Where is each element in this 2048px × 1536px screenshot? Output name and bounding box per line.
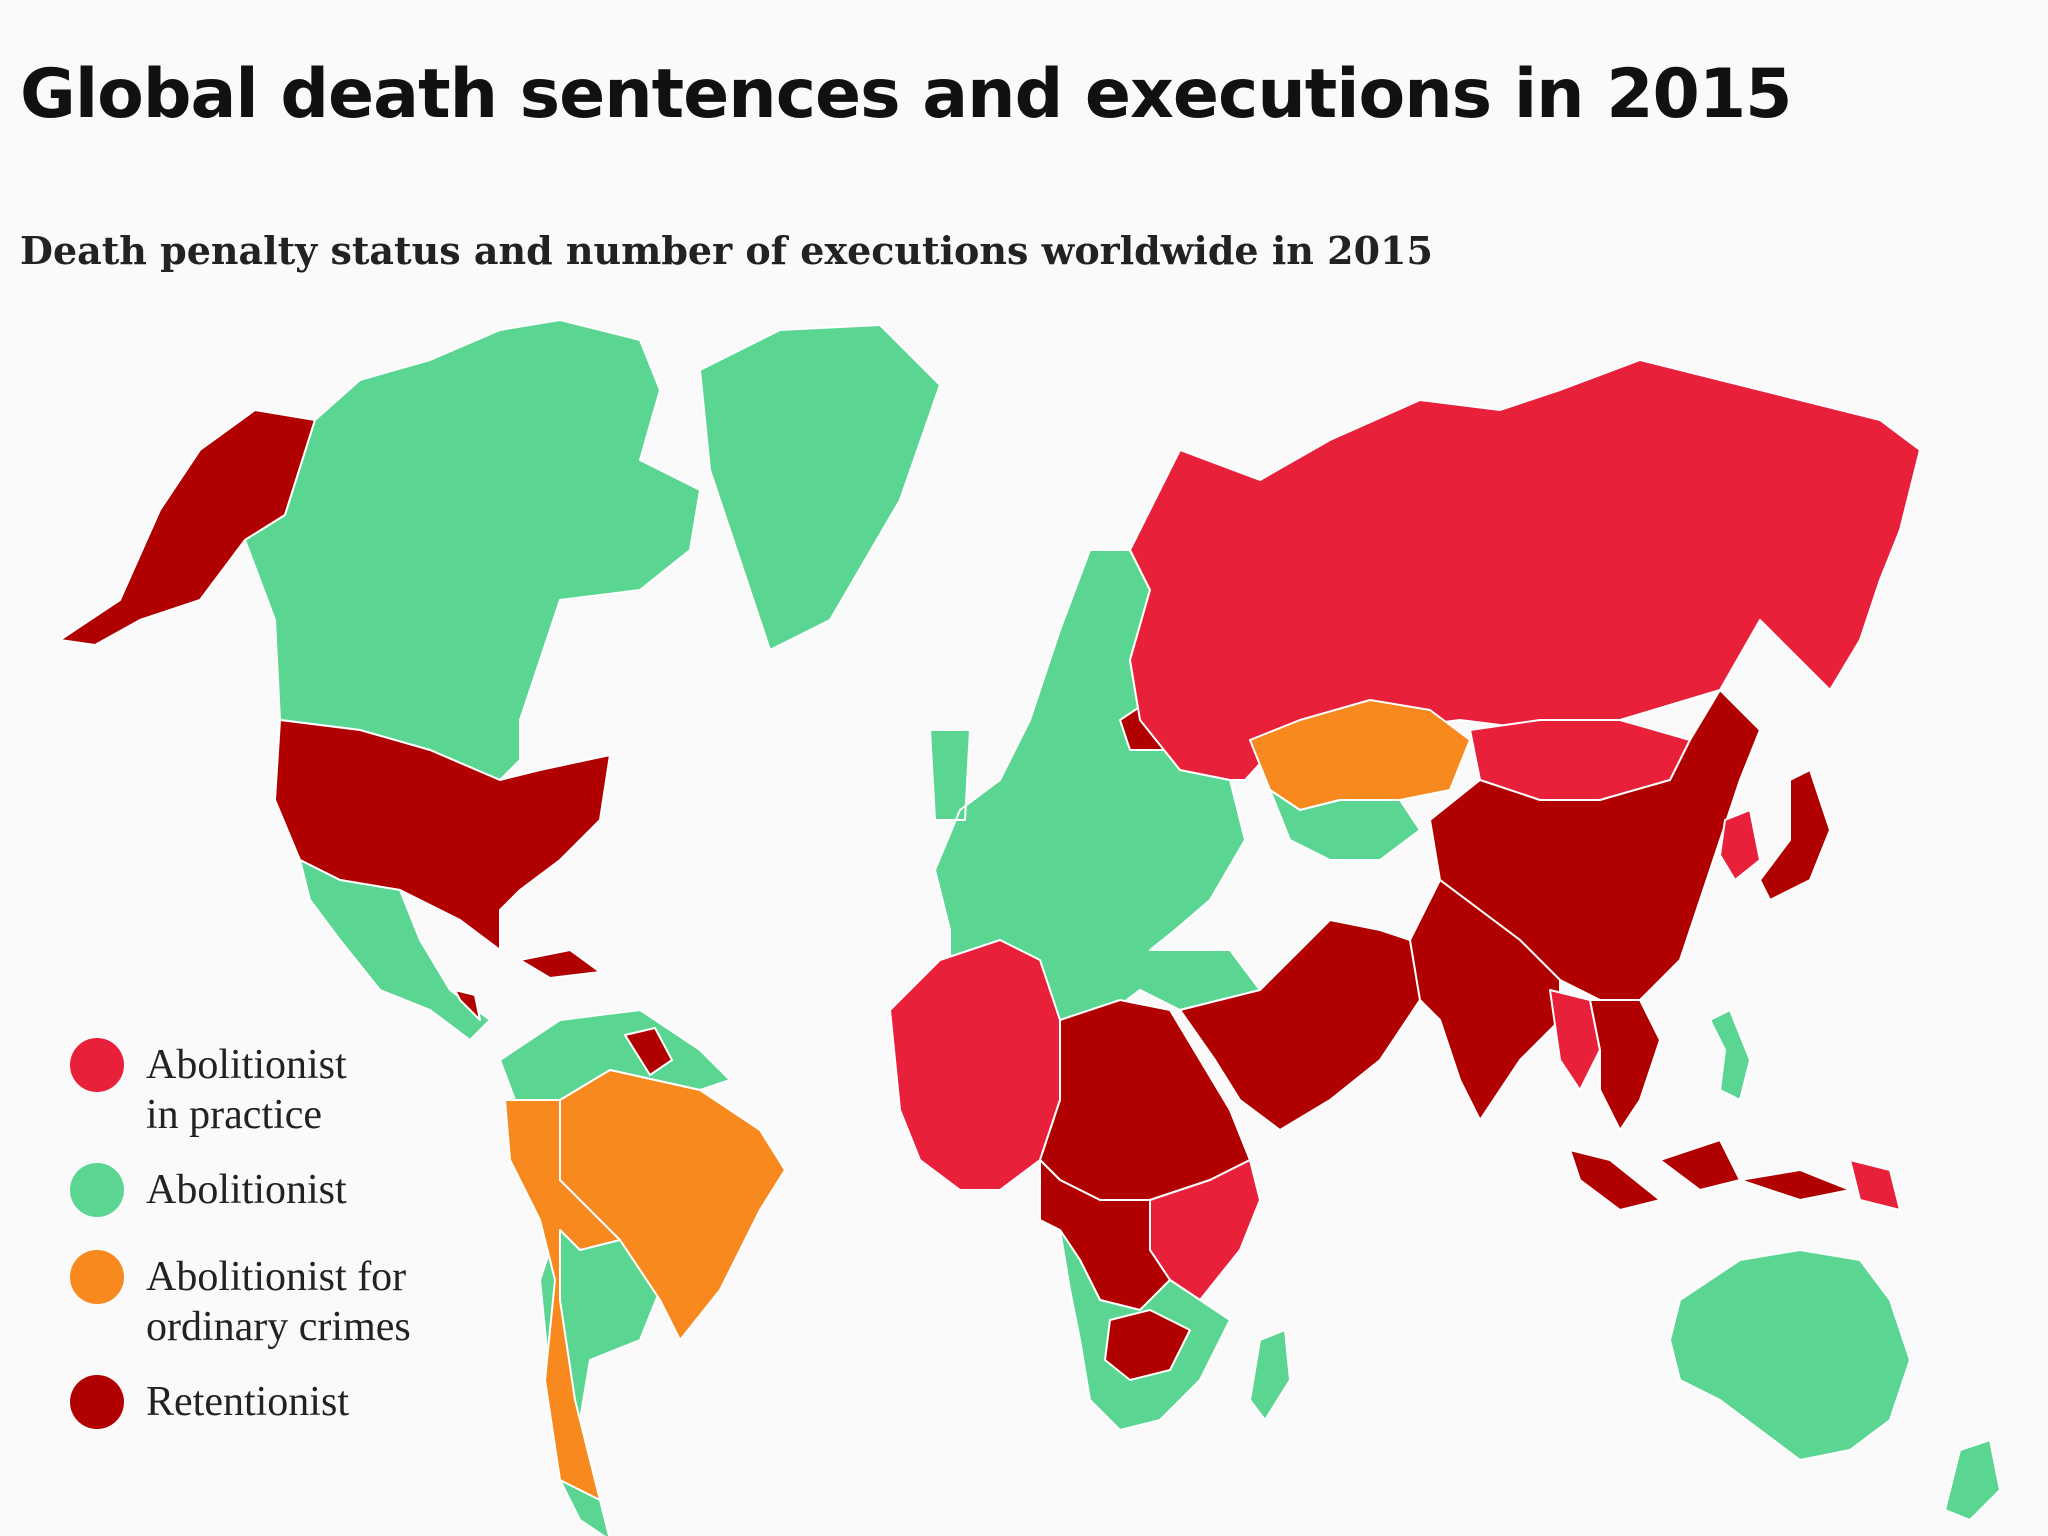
legend-dot xyxy=(70,1375,124,1429)
legend-item-abolitionist: Abolitionist xyxy=(70,1163,466,1217)
region-japan: Japan xyxy=(1759,769,1831,901)
region-south-asia: South Asia xyxy=(1409,879,1561,1121)
region-philippines: Philippines xyxy=(1709,1009,1751,1101)
region-greenland: Greenland xyxy=(699,324,941,651)
page-title: Global death sentences and executions in… xyxy=(20,55,1792,134)
legend-label-line: Retentionist xyxy=(146,1379,349,1425)
legend-label-line: in practice xyxy=(146,1092,323,1138)
legend-item-abolitionist-in-practice: Abolitionist in practice xyxy=(70,1038,466,1140)
legend-dot xyxy=(70,1163,124,1217)
region-korea: Korea xyxy=(1719,809,1761,881)
region-guyana: Guyana xyxy=(624,1027,673,1076)
legend-dot xyxy=(70,1038,124,1092)
region-north-west-africa: North-West Africa xyxy=(889,939,1061,1191)
region-canada: Canada xyxy=(244,319,701,781)
region-russia: Russia xyxy=(1129,359,1921,781)
legend-label-line: Abolitionist for xyxy=(146,1254,407,1300)
legend-label: Abolitionist in practice xyxy=(146,1040,466,1140)
region-mexico-central-america: Mexico and Central America xyxy=(299,859,491,1041)
region-southeast-asia: Southeast Asia xyxy=(1589,999,1661,1131)
legend-label-line: ordinary crimes xyxy=(146,1304,411,1350)
legend-label: Abolitionist xyxy=(146,1165,466,1215)
region-central-asia: Central Asia xyxy=(1269,789,1421,861)
region-myanmar-laos: Myanmar and Laos xyxy=(1549,989,1601,1091)
region-caribbean: Caribbean xyxy=(454,949,601,1021)
region-indonesia: Indonesia xyxy=(1569,1139,1851,1211)
region-australia: Australia xyxy=(1669,1249,1911,1461)
region-new-zealand: New Zealand xyxy=(1944,1439,2001,1521)
region-brazil: Brazil xyxy=(559,1069,786,1341)
legend-item-abolitionist-for-ordinary-crimes: Abolitionist for ordinary crimes xyxy=(70,1250,466,1352)
legend-label-line: Abolitionist xyxy=(146,1167,347,1213)
page-subtitle: Death penalty status and number of execu… xyxy=(20,228,1433,273)
legend-label: Retentionist xyxy=(146,1377,466,1427)
world-map: Alaska Canada Greenland United States Me… xyxy=(59,319,2001,1536)
region-papua-new-guinea: Papua New Guinea xyxy=(1849,1159,1901,1211)
legend-dot xyxy=(70,1250,124,1304)
legend-label: Abolitionist for ordinary crimes xyxy=(146,1252,466,1352)
region-madagascar: Madagascar xyxy=(1249,1329,1291,1421)
legend-item-retentionist: Retentionist xyxy=(70,1375,466,1429)
region-zimbabwe-botswana: Zimbabwe and Botswana xyxy=(1104,1309,1191,1381)
legend-label-line: Abolitionist xyxy=(146,1042,347,1088)
